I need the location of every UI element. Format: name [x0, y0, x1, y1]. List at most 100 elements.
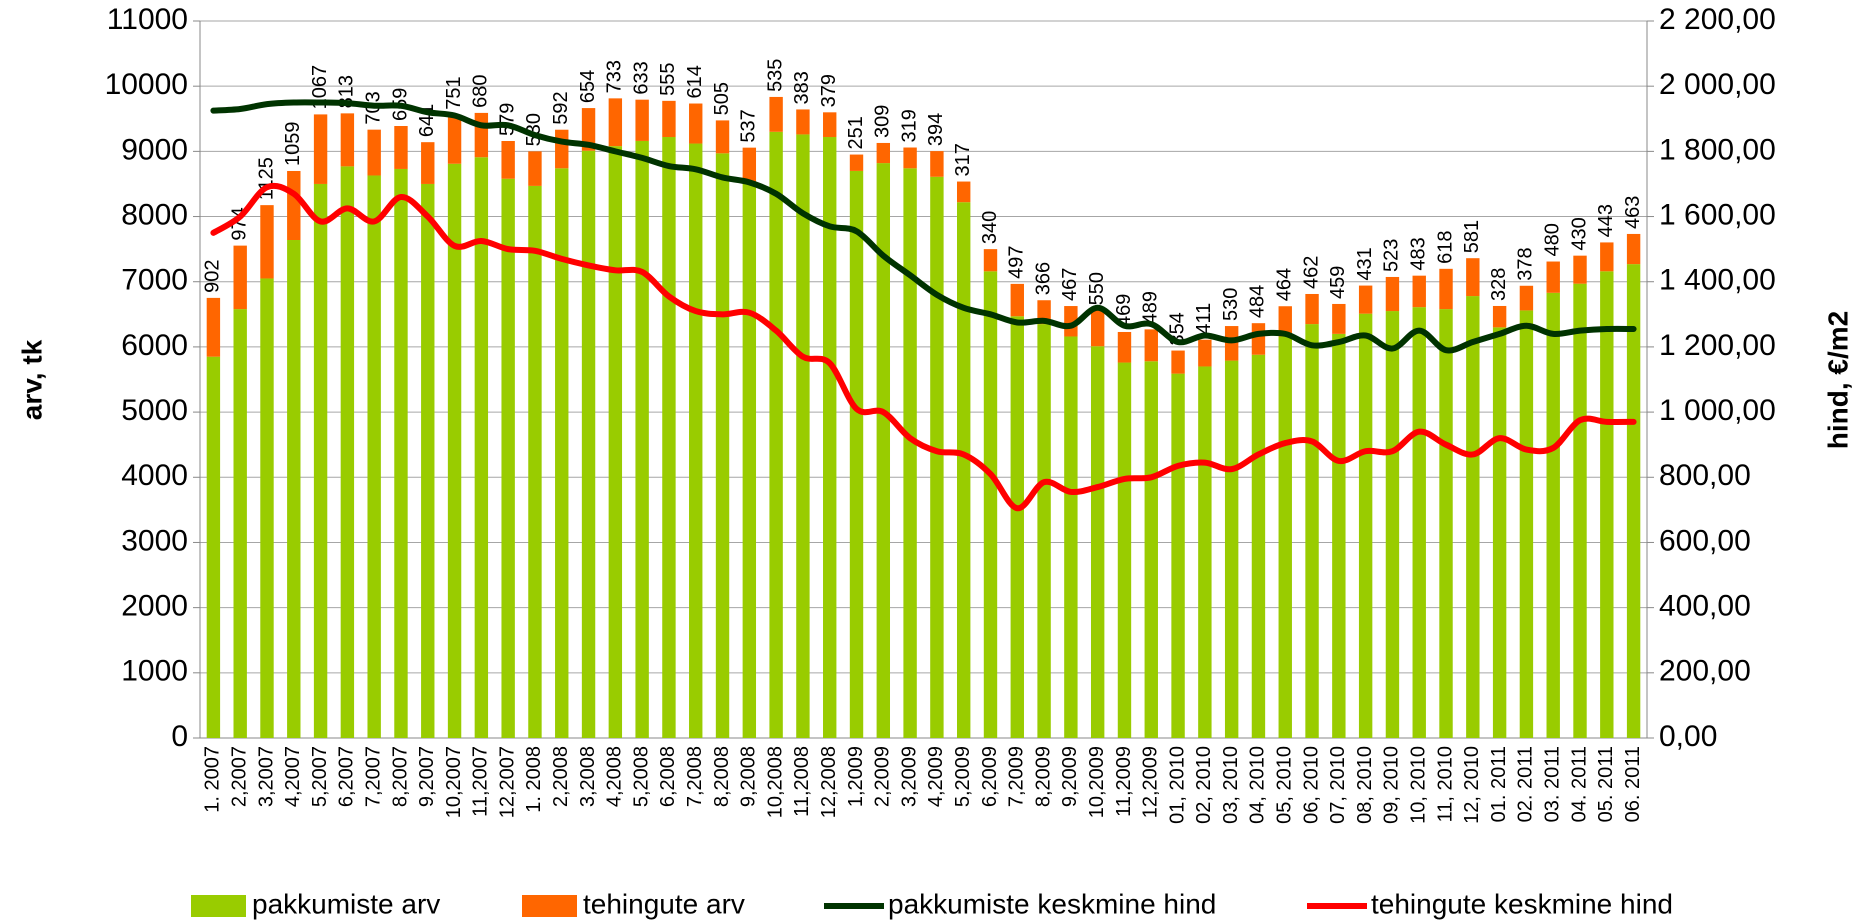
- bar-segment: [635, 140, 649, 738]
- bar-segment: [876, 142, 891, 164]
- bar-segment: [555, 129, 569, 169]
- bar-segment: [1385, 311, 1400, 738]
- x-tick-label: 6,2008: [657, 746, 679, 807]
- data-label: 592: [550, 91, 572, 124]
- x-tick-label: 5,2007: [309, 746, 331, 807]
- bar-segment: [1117, 362, 1132, 738]
- bar-segment: [1198, 366, 1212, 738]
- bar-segment: [1546, 292, 1560, 738]
- x-tick-label: 08, 2010: [1354, 746, 1376, 824]
- bar-segment: [1358, 313, 1373, 738]
- bar-segment: [1010, 316, 1024, 738]
- bar-segment: [528, 151, 542, 186]
- x-tick-label: 7,2007: [362, 746, 384, 807]
- data-label: 443: [1595, 204, 1617, 237]
- data-label: 430: [1568, 217, 1590, 250]
- bar-segment: [796, 134, 810, 738]
- bar-segment: [823, 137, 837, 739]
- bar-segment: [1037, 324, 1051, 738]
- bar-segment: [1332, 333, 1346, 738]
- x-tick-label: 8,2008: [711, 746, 733, 807]
- bar-segment: [1251, 354, 1266, 738]
- bar-segment: [1412, 307, 1426, 738]
- data-label: 383: [791, 71, 813, 104]
- bar-segment: [1573, 283, 1587, 738]
- y2-tick-label: 400,00: [1659, 590, 1751, 623]
- line-series: [210, 182, 1637, 512]
- x-tick-label: 4,2009: [925, 746, 947, 807]
- bar-segment: [1144, 361, 1158, 738]
- y-tick-label: 0: [171, 720, 188, 753]
- bar-segment: [662, 100, 676, 138]
- legend-swatch: [522, 895, 577, 917]
- bar-segment: [206, 297, 221, 357]
- bar-segment: [233, 309, 247, 738]
- bar-segment: [715, 153, 730, 738]
- bar-segment: [1439, 309, 1453, 738]
- bar-segment: [769, 96, 783, 132]
- bar-segment: [233, 245, 247, 310]
- y2-tick-label: 1 000,00: [1659, 394, 1776, 427]
- bar-segment: [447, 163, 462, 739]
- bar-segment: [742, 147, 757, 183]
- data-label: 464: [1274, 268, 1296, 301]
- data-label: 379: [818, 74, 840, 107]
- x-tick-label: 11,2009: [1113, 746, 1135, 817]
- data-label: 462: [1300, 256, 1322, 289]
- x-tick-label: 1. 2007: [202, 746, 224, 813]
- bar-segment: [1600, 242, 1614, 272]
- legend-label: tehingute keskmine hind: [1371, 888, 1673, 919]
- data-label: 581: [1461, 220, 1483, 253]
- bar-segment: [635, 99, 649, 141]
- x-tick-label: 1,2009: [845, 746, 867, 807]
- bar-segment: [1090, 346, 1105, 738]
- bar-segment: [796, 109, 810, 135]
- y-axis-title: arv, tk: [16, 339, 47, 420]
- x-tick-label: 11, 2010: [1434, 746, 1456, 822]
- bar-segment: [1492, 305, 1507, 328]
- bar-segment: [769, 131, 783, 739]
- x-tick-label: 03, 2010: [1220, 746, 1242, 824]
- bar-segment: [930, 176, 944, 738]
- x-tick-label: 06, 2010: [1300, 746, 1322, 824]
- bar-segment: [528, 185, 542, 738]
- data-label: 497: [1006, 246, 1028, 279]
- legend-label: pakkumiste arv: [252, 888, 440, 919]
- y-tick-label: 9000: [121, 133, 188, 166]
- data-label: 463: [1622, 196, 1644, 229]
- bar-segment: [313, 114, 328, 184]
- y-tick-label: 3000: [121, 524, 188, 557]
- line-series: [210, 99, 1637, 354]
- bar-segment: [1466, 258, 1480, 297]
- x-tick-label: 11,2007: [470, 746, 492, 817]
- x-tick-label: 7,2008: [684, 746, 706, 807]
- x-tick-label: 5,2008: [630, 746, 652, 807]
- bar-segment: [1198, 339, 1212, 367]
- bar-segment: [1117, 331, 1132, 363]
- x-tick-label: 1. 2008: [523, 746, 545, 813]
- bar-segment: [474, 112, 489, 158]
- bar-segment: [1626, 233, 1641, 265]
- x-tick-label: 01. 2011: [1488, 746, 1510, 822]
- y2-tick-label: 600,00: [1659, 524, 1751, 557]
- data-label: 902: [202, 260, 224, 293]
- y-tick-label: 4000: [121, 459, 188, 492]
- x-tick-label: 12,2009: [1140, 746, 1162, 818]
- bar-segment: [367, 175, 381, 739]
- bar-segment: [1171, 373, 1185, 738]
- x-tick-label: 3,2008: [577, 746, 599, 807]
- bar-segment: [1626, 264, 1641, 738]
- x-tick-label: 10,2007: [443, 746, 465, 818]
- data-label: 550: [1086, 272, 1108, 305]
- x-tick-label: 03. 2011: [1541, 746, 1563, 822]
- data-label: 654: [577, 70, 599, 103]
- y2-tick-label: 2 200,00: [1659, 3, 1776, 36]
- bar-segment: [555, 168, 569, 738]
- data-label: 751: [443, 76, 465, 109]
- bar-segment: [581, 150, 596, 739]
- x-tick-label: 9,2008: [738, 746, 760, 807]
- y2-tick-label: 800,00: [1659, 459, 1751, 492]
- bar-segment: [421, 183, 435, 739]
- data-label: 467: [1059, 268, 1081, 301]
